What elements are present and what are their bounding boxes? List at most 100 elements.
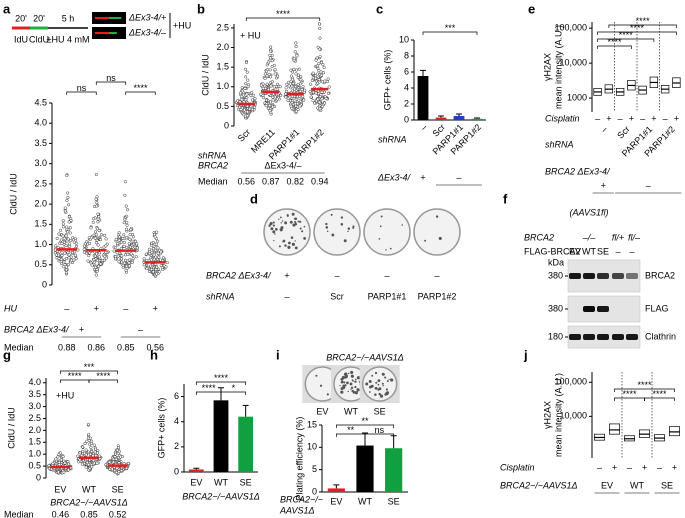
dot [322,65,326,70]
colony [344,377,346,379]
colony [291,242,295,246]
row-label: – [663,113,668,123]
dot [56,470,60,474]
dot [125,236,129,240]
colony [385,249,387,251]
dot [245,110,249,114]
colony [356,376,361,380]
dot [151,247,155,251]
dot [269,49,273,53]
row-name: shRNA [206,291,235,301]
dot [66,468,70,472]
dot [87,432,91,436]
y-tick-label: 0 [312,486,317,496]
plate-label: SE [374,406,386,416]
dot [66,230,70,234]
colony [298,220,302,223]
colony [331,233,335,237]
dot [88,436,93,440]
y-axis-label: CldU / IdU [6,407,16,449]
dot [59,228,63,232]
y-tick-label: 5 [312,464,317,474]
dot [120,257,124,261]
colony [275,228,278,231]
colony [289,220,293,224]
dot [113,452,118,456]
dot [125,220,129,225]
dot [244,98,248,102]
dot [112,249,116,253]
row-label: SE [240,477,252,487]
colony [279,228,282,231]
colony [366,382,368,385]
y-tick-label: 0 [36,472,41,482]
significance-bracket [195,381,247,385]
dot [82,250,86,254]
dot [93,265,98,269]
significance-label: ns [77,83,87,93]
y-tick-label: 100,000 [554,377,587,387]
y-tick-label: 1.5 [34,219,47,229]
dot [321,62,325,67]
plate-label: WT [344,406,358,416]
colony [303,236,307,240]
dot [64,265,68,269]
dot [151,270,155,274]
colony [438,236,442,240]
dot [246,85,250,89]
y-tick-label: 6 [174,391,179,401]
dot [117,260,121,264]
y-tick-label: 6 [404,66,409,76]
dot [273,72,277,76]
colony [374,393,377,396]
row-name: ΔEx3-4/ [377,172,412,182]
box [609,423,620,435]
median-value: 0.52 [109,509,127,518]
y-tick-label: 4.5 [34,97,47,107]
row-label: + [606,113,611,123]
dot [311,76,315,80]
bar [453,116,465,120]
row-label: + [153,303,158,313]
dot [122,240,126,244]
dot [66,191,70,195]
dot [267,72,271,76]
dot [142,263,146,267]
dot [94,233,98,237]
dot [70,258,74,262]
colony [401,224,403,226]
dot [59,257,63,261]
dot [63,251,67,255]
y-tick-label: 2.5 [216,22,229,32]
x-axis-label: AAVS1Δ [279,505,315,515]
y-tick-label: 1.5 [216,62,229,72]
dot [249,93,253,98]
dot [86,423,91,427]
colony [280,216,282,219]
error-bar [438,115,444,118]
dot [316,64,320,68]
row-label: – [597,462,602,472]
bar [435,117,447,120]
dot [320,80,325,84]
dot [266,60,271,64]
row-label: PARP1#1 [368,291,407,301]
dot [245,114,249,118]
colony [340,377,344,381]
colony [282,241,284,243]
error-bar [456,113,462,116]
colony [350,386,354,389]
dot [64,256,69,260]
dot [84,453,88,457]
dot [269,75,273,79]
colony [319,384,323,387]
median-value: 0.56 [146,342,164,352]
dot [115,466,119,470]
colony [294,240,296,242]
dot [278,85,282,89]
colony [273,239,275,242]
colony [375,381,378,384]
dot [59,238,63,242]
colony [294,223,298,226]
significance-label: **** [133,83,148,93]
